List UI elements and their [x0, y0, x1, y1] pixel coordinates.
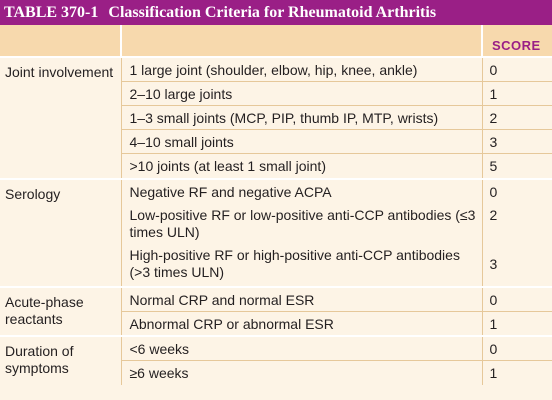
table-row: >10 joints (at least 1 small joint) 5	[0, 153, 552, 179]
table-row: High-positive RF or high-positive anti-C…	[0, 242, 552, 287]
table-row: 4–10 small joints 3	[0, 129, 552, 154]
table-row: ≥6 weeks 1	[0, 360, 552, 385]
table-row: Serology Negative RF and negative ACPA 0	[0, 177, 552, 287]
row-score: 3	[489, 255, 498, 272]
row-description: 1–3 small joints (MCP, PIP, thumb IP, MT…	[129, 110, 439, 126]
row-score: 0	[489, 341, 498, 357]
table-row: Acute-phase reactants Normal CRP and nor…	[0, 285, 552, 336]
table-row: Joint involvement 1 large joint (shoulde…	[0, 56, 552, 179]
row-description: High-positive RF or high-positive anti-C…	[129, 246, 460, 280]
row-description: <6 weeks	[129, 341, 190, 357]
criterion-cell: Joint involvement	[0, 56, 122, 179]
row-score: 1	[489, 315, 498, 332]
row-score: 0	[489, 183, 498, 200]
header-row: SCORE	[0, 25, 552, 57]
row-score: 1	[489, 365, 498, 381]
criterion-cell: Duration of symptoms	[0, 335, 122, 385]
row-score: 1	[489, 86, 498, 102]
row-score: 0	[489, 62, 498, 78]
row-description: Normal CRP and normal ESR	[129, 291, 315, 308]
table-title-bar: TABLE 370-1 Classification Criteria for …	[0, 0, 552, 25]
table-row: Low-positive RF or low-positive anti-CCP…	[0, 202, 552, 243]
row-description: Abnormal CRP or abnormal ESR	[129, 315, 334, 332]
row-description: 2–10 large joints	[129, 86, 233, 102]
header-description	[121, 25, 483, 57]
table-row: 2–10 large joints 1	[0, 81, 552, 106]
header-score: SCORE	[482, 25, 552, 57]
table-row: 1–3 small joints (MCP, PIP, thumb IP, MT…	[0, 105, 552, 130]
table-row: Duration of symptoms <6 weeks 0	[0, 335, 552, 385]
row-description: 4–10 small joints	[129, 134, 234, 150]
table-title: Classification Criteria for Rheumatoid A…	[108, 4, 437, 21]
row-description: ≥6 weeks	[129, 365, 189, 381]
row-score: 2	[489, 110, 498, 126]
row-score: 3	[489, 134, 498, 150]
table-number: TABLE 370-1	[4, 4, 99, 21]
row-score: 2	[489, 206, 498, 223]
criterion-cell: Serology	[0, 177, 122, 287]
table-row: Abnormal CRP or abnormal ESR 1	[0, 310, 552, 336]
row-description: Negative RF and negative ACPA	[129, 183, 332, 200]
row-description: >10 joints (at least 1 small joint)	[129, 158, 326, 174]
row-description: Low-positive RF or low-positive anti-CCP…	[129, 206, 476, 240]
criterion-cell: Acute-phase reactants	[0, 285, 122, 336]
row-score: 0	[489, 291, 498, 308]
row-description: 1 large joint (shoulder, elbow, hip, kne…	[129, 62, 418, 78]
row-score: 5	[489, 158, 498, 174]
criteria-table: SCORE Joint involvement 1 large joint (s…	[0, 25, 552, 385]
header-criterion	[0, 25, 122, 57]
